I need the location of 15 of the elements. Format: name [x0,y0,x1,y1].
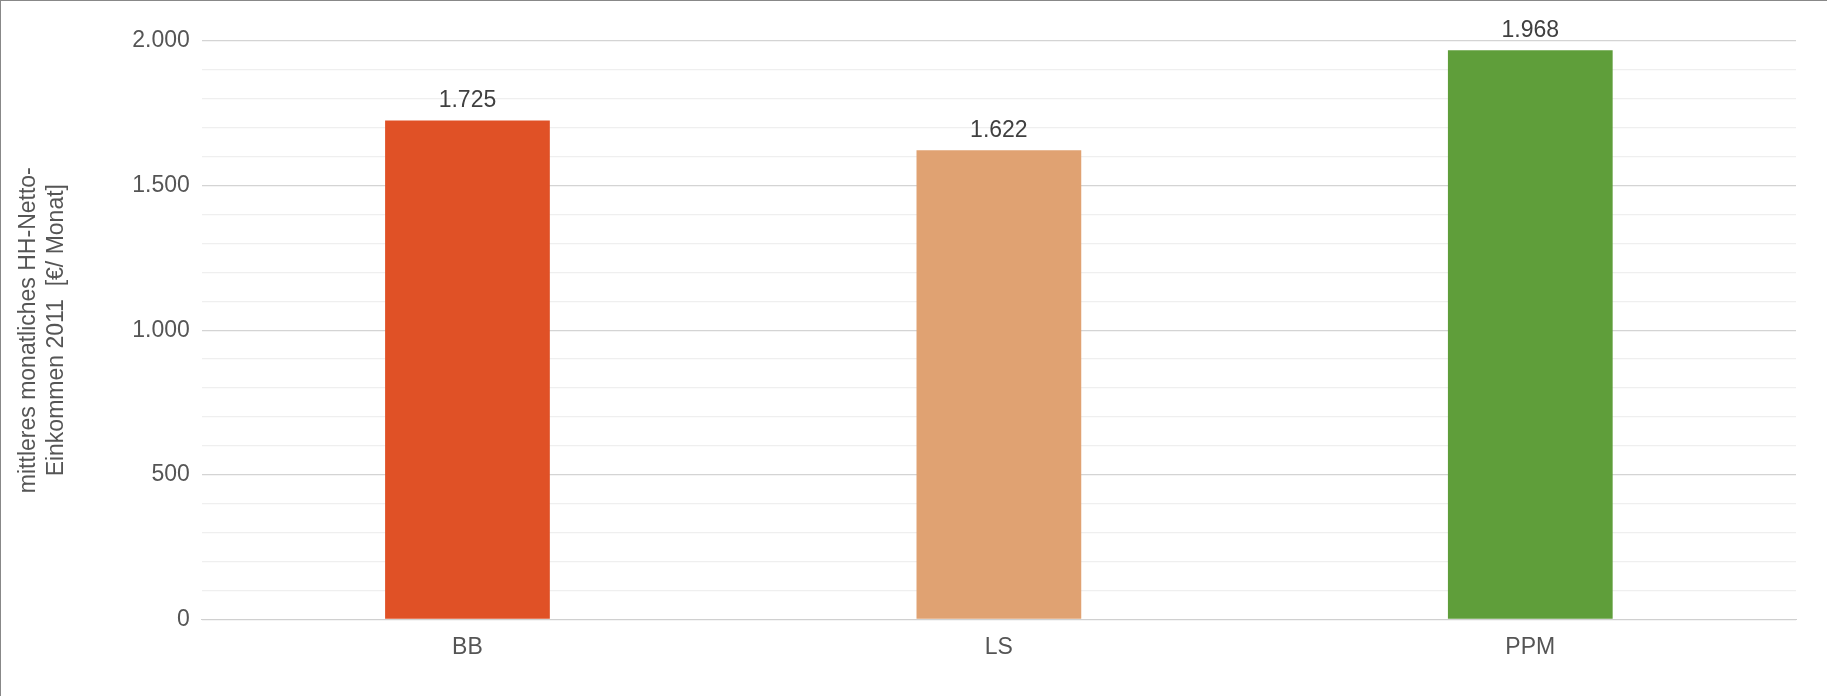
x-tick-label: PPM [1505,632,1556,659]
y-tick-label: 1.000 [132,315,190,342]
y-tick-label: 500 [151,460,190,487]
data-label: 1.725 [438,86,497,113]
y-tick-label: 0 [176,604,190,631]
bar [1447,50,1613,619]
y-tick-label: 1.500 [132,170,190,197]
bar [916,150,1082,619]
x-tick-label: LS [984,632,1013,659]
y-tick-label: 2.000 [132,26,190,53]
x-tick-label: BB [452,632,483,659]
data-label: 1.968 [1501,16,1560,43]
bar [385,120,550,619]
data-label: 1.622 [970,116,1028,143]
y-axis-title: mittleres monatliches HH-Netto-Einkommen 2011 [€/ Monat] [14,167,68,494]
